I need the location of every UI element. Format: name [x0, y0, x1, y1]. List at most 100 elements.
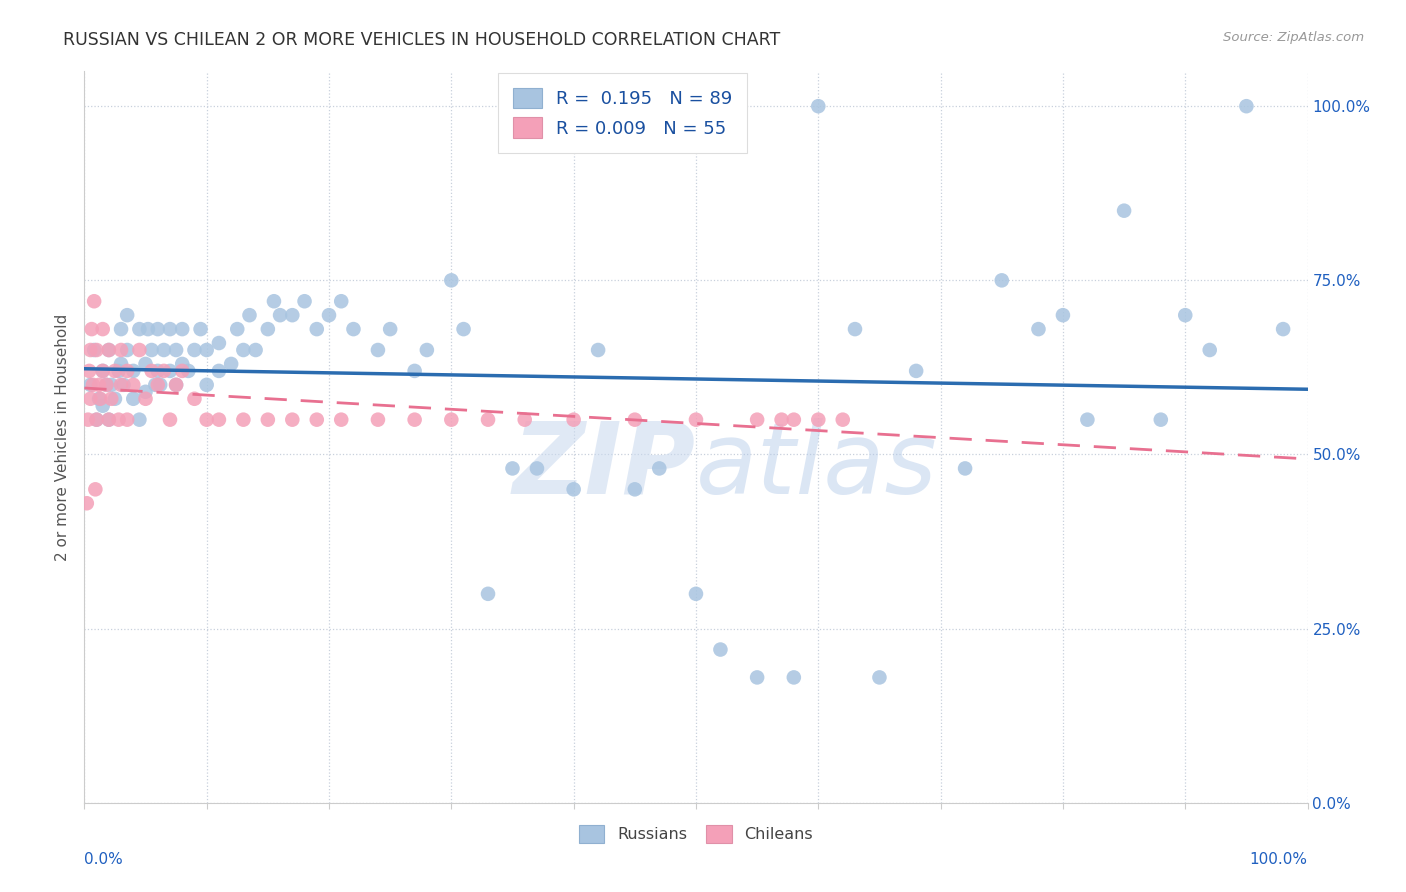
- Point: [77, 412, 100, 426]
- Point: [624, 483, 647, 497]
- Point: [208, 364, 231, 378]
- Point: [269, 308, 291, 322]
- Point: [83, 343, 105, 357]
- Point: [122, 377, 145, 392]
- Point: [208, 336, 231, 351]
- Point: [770, 412, 793, 426]
- Point: [305, 322, 328, 336]
- Point: [172, 322, 194, 336]
- Point: [143, 377, 166, 392]
- Point: [195, 412, 218, 426]
- Point: [135, 357, 157, 371]
- Point: [86, 412, 108, 426]
- Point: [87, 377, 110, 392]
- Point: [146, 364, 169, 378]
- Legend: Russians, Chileans: Russians, Chileans: [572, 819, 820, 850]
- Point: [100, 377, 122, 392]
- Point: [165, 343, 187, 357]
- Point: [404, 364, 426, 378]
- Point: [404, 412, 426, 426]
- Point: [263, 294, 285, 309]
- Point: [141, 364, 163, 378]
- Point: [107, 364, 129, 378]
- Point: [110, 377, 132, 392]
- Point: [1272, 322, 1295, 336]
- Point: [477, 587, 499, 601]
- Point: [257, 412, 280, 426]
- Point: [115, 343, 138, 357]
- Point: [257, 322, 280, 336]
- Point: [232, 412, 254, 426]
- Point: [562, 412, 585, 426]
- Point: [115, 364, 138, 378]
- Text: ZIP: ZIP: [513, 417, 696, 515]
- Point: [232, 343, 254, 357]
- Point: [146, 322, 169, 336]
- Point: [1052, 308, 1074, 322]
- Point: [165, 377, 187, 392]
- Point: [226, 322, 249, 336]
- Point: [991, 273, 1014, 287]
- Text: 0.0%: 0.0%: [84, 852, 124, 866]
- Point: [177, 364, 200, 378]
- Point: [172, 357, 194, 371]
- Point: [96, 377, 118, 392]
- Point: [747, 670, 769, 684]
- Point: [100, 392, 122, 406]
- Point: [76, 496, 98, 510]
- Point: [281, 412, 304, 426]
- Point: [86, 412, 108, 426]
- Point: [367, 412, 389, 426]
- Text: 100.0%: 100.0%: [1250, 852, 1308, 866]
- Point: [905, 364, 928, 378]
- Point: [172, 364, 194, 378]
- Point: [195, 343, 218, 357]
- Point: [112, 377, 135, 392]
- Text: atlas: atlas: [696, 417, 938, 515]
- Point: [135, 384, 157, 399]
- Point: [330, 294, 353, 309]
- Point: [1076, 412, 1098, 426]
- Point: [97, 412, 120, 426]
- Y-axis label: 2 or more Vehicles in Household: 2 or more Vehicles in Household: [55, 313, 70, 561]
- Point: [79, 392, 101, 406]
- Point: [82, 377, 104, 392]
- Point: [586, 343, 609, 357]
- Point: [416, 343, 439, 357]
- Point: [97, 412, 120, 426]
- Point: [1174, 308, 1197, 322]
- Point: [238, 308, 260, 322]
- Point: [183, 343, 205, 357]
- Point: [107, 412, 129, 426]
- Point: [709, 642, 731, 657]
- Point: [783, 670, 806, 684]
- Point: [87, 392, 110, 406]
- Point: [153, 343, 176, 357]
- Point: [97, 343, 120, 357]
- Point: [526, 461, 548, 475]
- Point: [128, 322, 150, 336]
- Point: [115, 412, 138, 426]
- Point: [83, 294, 105, 309]
- Point: [953, 461, 976, 475]
- Point: [79, 343, 101, 357]
- Point: [110, 343, 132, 357]
- Point: [219, 357, 242, 371]
- Point: [685, 412, 707, 426]
- Point: [80, 322, 103, 336]
- Point: [159, 364, 181, 378]
- Point: [831, 412, 853, 426]
- Point: [562, 483, 585, 497]
- Point: [110, 357, 132, 371]
- Point: [110, 322, 132, 336]
- Point: [153, 364, 176, 378]
- Point: [502, 461, 524, 475]
- Point: [1236, 99, 1258, 113]
- Point: [318, 308, 340, 322]
- Point: [1150, 412, 1173, 426]
- Point: [136, 322, 159, 336]
- Point: [245, 343, 267, 357]
- Point: [685, 587, 707, 601]
- Point: [208, 412, 231, 426]
- Point: [294, 294, 316, 309]
